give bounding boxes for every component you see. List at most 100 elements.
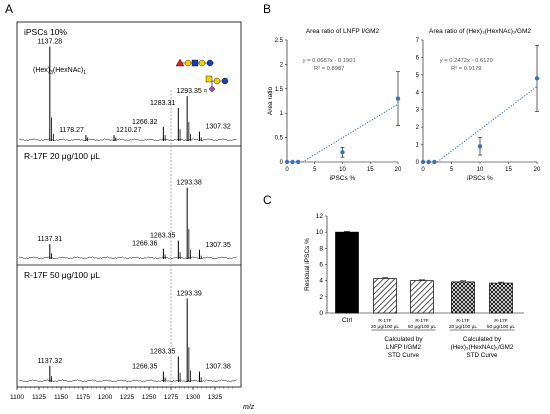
bar-label-line: 50 μg/100 μL	[487, 324, 516, 330]
bar-label-line: Ctrl	[342, 317, 353, 324]
bar-label: R-17F 20 μg/100 μL	[371, 318, 400, 330]
bar	[335, 231, 359, 314]
y-tick-label: 4	[319, 278, 323, 285]
y-tick-label: 4	[416, 90, 420, 96]
group-label-line: Calculated by	[463, 336, 502, 343]
standard-curve-hex3hexnac1: Area ratio of (Hex)₃(HexNAc)₁/GM2 0 1 2 3 4 5 6…	[416, 28, 541, 182]
y-tick-label: 12	[316, 213, 324, 220]
glycan-structure-icon	[175, 58, 214, 67]
x-tick-label: 1250	[142, 394, 157, 401]
y-tick-label: 2.5	[275, 38, 284, 44]
y-tick-label: 5	[416, 73, 420, 79]
peak-label: 1307.32	[205, 124, 230, 131]
trend-line	[436, 86, 538, 163]
peak-label: 1178.27	[59, 127, 84, 134]
x-tick-label: 1225	[120, 394, 135, 401]
bar-label-line: 50 μg/100 μL	[408, 324, 437, 330]
bar	[451, 281, 475, 314]
peak-label: 1137.31	[37, 236, 62, 243]
data-point	[477, 144, 483, 149]
bar-label-line: 20 μg/100 μL	[371, 324, 400, 330]
bar-label: R-17F 20 μg/100 μL	[449, 318, 478, 330]
y-tick-label: 1.5	[275, 87, 284, 93]
y-tick-label: 0	[319, 310, 323, 317]
spectrum-title: R-17F 20 μg/100 μL	[24, 151, 100, 161]
y-tick-label: 1	[416, 143, 420, 149]
x-tick-label: 1100	[10, 394, 24, 401]
x-axis-label: iPSCs %	[467, 175, 493, 182]
data-point	[432, 159, 437, 165]
standard-curve-lnfp: Area ratio of LNFP Ⅰ/GM2 0 0.5 1 1.5 2 2.5 0 5 10…	[267, 28, 402, 182]
sugar-hexnac-count: 1	[83, 70, 86, 76]
group-label-line: Calculated by	[384, 336, 423, 343]
sugar-hexnac: (HexNAc)	[53, 67, 83, 74]
data-point	[295, 159, 301, 165]
regression-equation: y = 0.0687x - 0.1901	[303, 58, 356, 64]
bar-label: R-17F 50 μg/100 μL	[487, 318, 516, 330]
y-tick-label: 7	[416, 38, 420, 44]
y-tick-label: 6	[319, 262, 323, 269]
spectrum-baseline	[18, 256, 237, 260]
x-tick-label: 1200	[98, 394, 113, 401]
bar-label-line: 20 μg/100 μL	[449, 324, 478, 330]
r-squared: R² = 0.8987	[314, 66, 344, 72]
y-tick-label: 2	[319, 294, 323, 301]
sugar-hex: (Hex)	[33, 67, 50, 74]
y-tick-label: 3	[416, 108, 420, 114]
y-tick-label: 6	[416, 55, 420, 61]
y-tick-label: 1	[280, 111, 284, 117]
x-tick-label: 20	[534, 167, 541, 173]
panel-label-c: C	[263, 193, 272, 207]
x-tick-label: 0	[285, 167, 289, 173]
peak-label: 1307.38	[205, 364, 230, 371]
data-point	[534, 76, 540, 81]
peak-label: 1293.39	[177, 290, 202, 297]
chart-title: Area ratio of LNFP Ⅰ/GM2	[306, 28, 380, 35]
group-label-line: (Hex)₃(HexNAc)₁/GM2	[451, 344, 514, 351]
x-tick-label: 5	[313, 167, 317, 173]
peak-label: 1266.36	[132, 241, 157, 248]
group-label-line: LNFP Ⅰ/GM2	[386, 344, 421, 351]
glycan-fragment-icon: α	[204, 75, 229, 94]
bar-label: R-17F 50 μg/100 μL	[408, 318, 437, 330]
r-squared: R² = 0.9179	[451, 66, 481, 72]
x-tick-label: 15	[367, 167, 374, 173]
y-tick-label: 2	[416, 125, 420, 131]
bar	[373, 278, 397, 314]
peak-label: 1283.31	[150, 100, 175, 107]
group-label-line: STD Curve	[388, 352, 420, 359]
spectrum-title: iPSCs 10%	[24, 27, 67, 37]
x-tick-label: 10	[477, 167, 484, 173]
data-point	[426, 159, 431, 165]
y-tick-label: 0	[280, 160, 284, 166]
panel-label-b: B	[263, 2, 271, 16]
spectrum-title: R-17F 50 μg/100 μL	[24, 270, 100, 280]
group-label-line: STD Curve	[466, 352, 498, 359]
peak-label: 1307.35	[205, 242, 230, 249]
peak-label: 1266.32	[132, 119, 157, 126]
peak-label: 1266.35	[132, 364, 157, 371]
y-tick-label: 10	[316, 229, 324, 236]
regression-equation: y = 0.2472x - 0.6129	[440, 58, 493, 64]
spectra-frame	[16, 21, 242, 388]
peak-label: 1137.32	[37, 358, 62, 365]
x-tick-label: 1150	[54, 394, 68, 401]
x-tick-label: 1125	[32, 394, 46, 401]
y-tick-label: 0.5	[275, 136, 284, 142]
x-tick-label: 15	[505, 167, 512, 173]
x-tick-label: 1300	[186, 394, 201, 401]
bar-label-line: R-17F	[415, 318, 428, 324]
data-point	[395, 96, 401, 101]
bar-label-line: R-17F	[378, 318, 391, 324]
x-tick-label: 1275	[164, 394, 179, 401]
group-label: Calculated by (Hex)₃(HexNAc)₁/GM2 STD Curv…	[451, 336, 514, 359]
y-tick-label: 8	[319, 245, 323, 252]
panel-label-a: A	[5, 2, 13, 16]
peak-label: 1283.35	[150, 348, 175, 355]
x-tick-label: 5	[450, 167, 454, 173]
y-tick-label: 0	[416, 160, 420, 166]
x-axis-label: iPSCs %	[330, 175, 356, 182]
sugar-composition-label: (Hex)3(HexNAc)1	[33, 67, 86, 76]
